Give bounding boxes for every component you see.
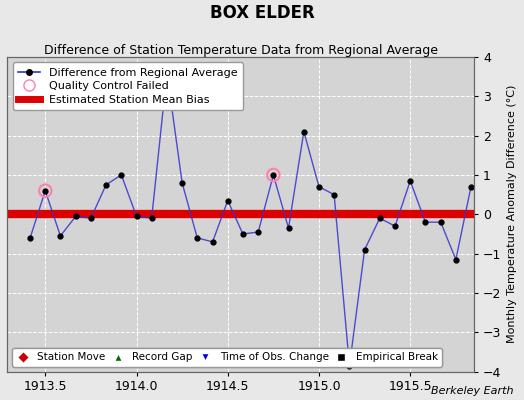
Title: Difference of Station Temperature Data from Regional Average: Difference of Station Temperature Data f… xyxy=(43,44,438,57)
Point xyxy=(41,188,49,194)
Point xyxy=(269,172,278,178)
Legend: Station Move, Record Gap, Time of Obs. Change, Empirical Break: Station Move, Record Gap, Time of Obs. C… xyxy=(12,348,442,366)
Text: BOX ELDER: BOX ELDER xyxy=(210,4,314,22)
Text: Berkeley Earth: Berkeley Earth xyxy=(431,386,514,396)
Y-axis label: Monthly Temperature Anomaly Difference (°C): Monthly Temperature Anomaly Difference (… xyxy=(507,85,517,344)
